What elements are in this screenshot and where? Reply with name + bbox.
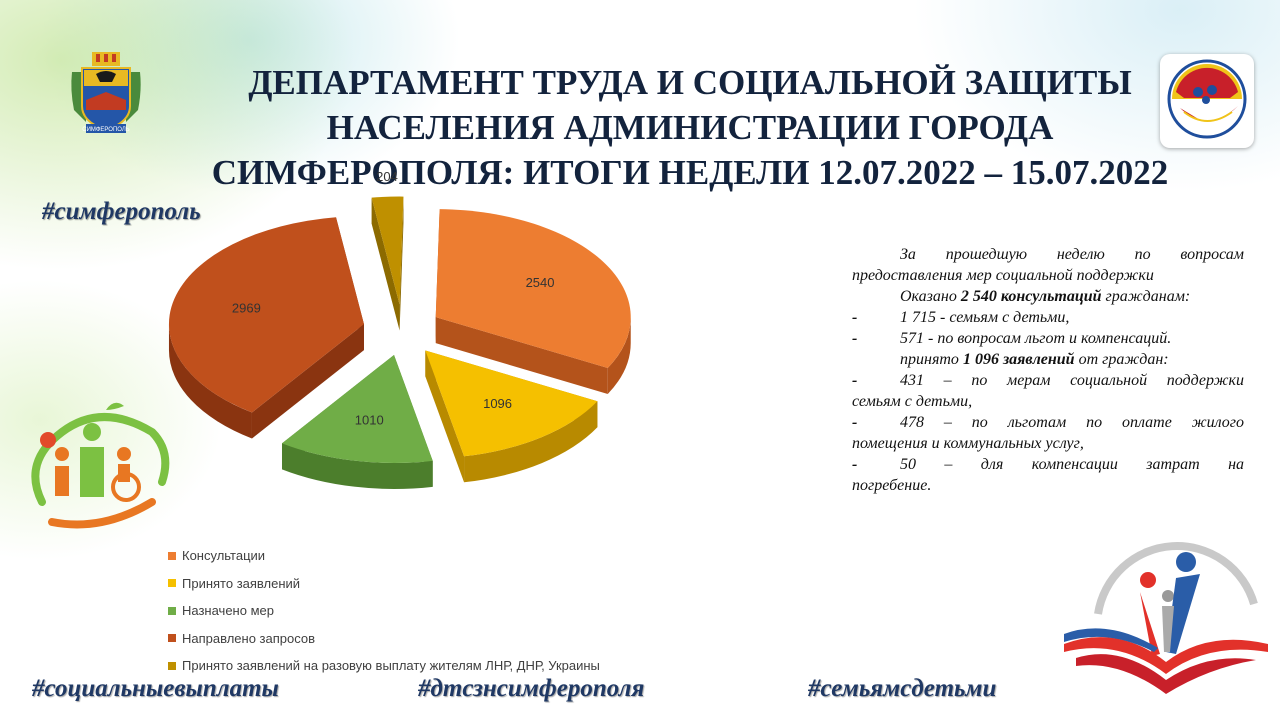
page-title: ДЕПАРТАМЕНТ ТРУДА И СОЦИАЛЬНОЙ ЗАЩИТЫ НА… — [160, 60, 1220, 195]
coat-of-arms-logo: СИМФЕРОПОЛЬ — [71, 52, 141, 133]
pie-slice-0 — [435, 209, 631, 394]
app-item-text-cont: семьям с детьми, — [852, 393, 973, 410]
consult-item-text: 1 715 - семьям с детьми, — [900, 309, 1070, 326]
title-line-2: НАСЕЛЕНИЯ АДМИНИСТРАЦИИ ГОРОДА — [326, 108, 1054, 147]
list-dash: - — [852, 330, 858, 347]
hashtag-social-payments[interactable]: #социальныевыплаты — [32, 675, 279, 702]
app-prefix: принято — [900, 351, 963, 368]
app-item: - 431 – по мерам социальной поддержки сем… — [852, 370, 1244, 412]
app-item-text: 431 – по мерам социальной поддержки — [900, 372, 1244, 389]
pie-slice-2 — [281, 354, 433, 489]
app-item: - 478 – по льготам по оплате жилого помещ… — [852, 412, 1244, 454]
legend-label: Принято заявлений — [182, 575, 301, 591]
legend-swatch — [168, 551, 176, 560]
app-item: - 50 – для компенсации затрат на погребен… — [852, 454, 1244, 496]
coat-of-arms-label: СИМФЕРОПОЛЬ — [82, 127, 130, 133]
pie-data-label: 2540 — [526, 275, 555, 290]
list-dash: - — [852, 414, 858, 431]
consult-item: - 1 715 - семьям с детьми, — [852, 307, 1244, 328]
chart-legend: Консультации Принято заявлений Назначено м… — [168, 542, 600, 680]
title-line-1: ДЕПАРТАМЕНТ ТРУДА И СОЦИАЛЬНОЙ ЗАЩИТЫ — [248, 63, 1132, 102]
legend-item: Консультации — [168, 542, 600, 570]
legend-label: Консультации — [182, 548, 266, 564]
summary-intro: За прошедшую неделю по вопросам предоста… — [852, 246, 1244, 284]
app-item-text: 50 – для компенсации затрат на — [900, 456, 1244, 473]
app-count: 1 096 заявлений — [962, 351, 1075, 368]
title-line-3: СИМФЕРОПОЛЯ: ИТОГИ НЕДЕЛИ 12.07.2022 – 1… — [211, 153, 1169, 192]
legend-swatch — [168, 579, 176, 588]
list-dash: - — [852, 456, 858, 473]
legend-item: Принято заявлений — [168, 570, 600, 598]
consult-count: 2 540 консультаций — [960, 288, 1102, 305]
app-item-text-cont: помещения и коммунальных услуг, — [852, 435, 1084, 452]
legend-item: Назначено мер — [168, 597, 600, 625]
list-dash: - — [852, 372, 858, 389]
legend-label: Назначено мер — [182, 603, 274, 619]
legend-swatch — [168, 634, 176, 643]
department-emblem-icon — [1167, 59, 1247, 139]
legend-label: Принято заявлений на разовую выплату жит… — [182, 658, 600, 674]
hashtag-simferopol[interactable]: #симферополь — [42, 198, 201, 225]
app-suffix: от граждан: — [1074, 351, 1169, 368]
legend-item: Направлено запросов — [168, 625, 600, 653]
hashtag-families-with-children[interactable]: #семьямсдетьми — [808, 675, 997, 702]
legend-label: Направлено запросов — [182, 630, 316, 646]
list-dash: - — [852, 309, 858, 326]
pie-data-label: 204 — [376, 169, 398, 184]
children-family-logo — [1064, 542, 1268, 694]
app-item-text-cont: погребение. — [852, 477, 932, 494]
pie-slice-1 — [425, 350, 598, 483]
summary-text: За прошедшую неделю по вопросам предоста… — [852, 244, 1244, 496]
pie-data-label: 1010 — [355, 413, 384, 428]
legend-swatch — [168, 661, 176, 670]
hashtag-dtszn[interactable]: #дтсзнсимферополя — [418, 675, 645, 702]
pie-data-label: 2969 — [232, 301, 261, 316]
pie-slice-4 — [371, 196, 404, 331]
consult-item-text: 571 - по вопросам льгот и компенсаций. — [900, 330, 1172, 347]
consult-suffix: гражданам: — [1101, 288, 1191, 305]
app-item-text: 478 – по льготам по оплате жилого — [900, 414, 1244, 431]
legend-item: Принято заявлений на разовую выплату жит… — [168, 652, 600, 680]
department-logo — [1160, 54, 1254, 148]
pie-slice-3 — [168, 217, 364, 439]
consult-item: - 571 - по вопросам льгот и компенсаций. — [852, 328, 1244, 349]
consult-prefix: Оказано — [900, 288, 961, 305]
summary-applications: принято 1 096 заявлений от граждан: — [852, 349, 1244, 370]
family-logo — [31, 402, 170, 529]
pie-data-label: 1096 — [483, 396, 512, 411]
legend-swatch — [168, 606, 176, 615]
summary-consultations: Оказано 2 540 консультаций гражданам: — [852, 286, 1244, 307]
